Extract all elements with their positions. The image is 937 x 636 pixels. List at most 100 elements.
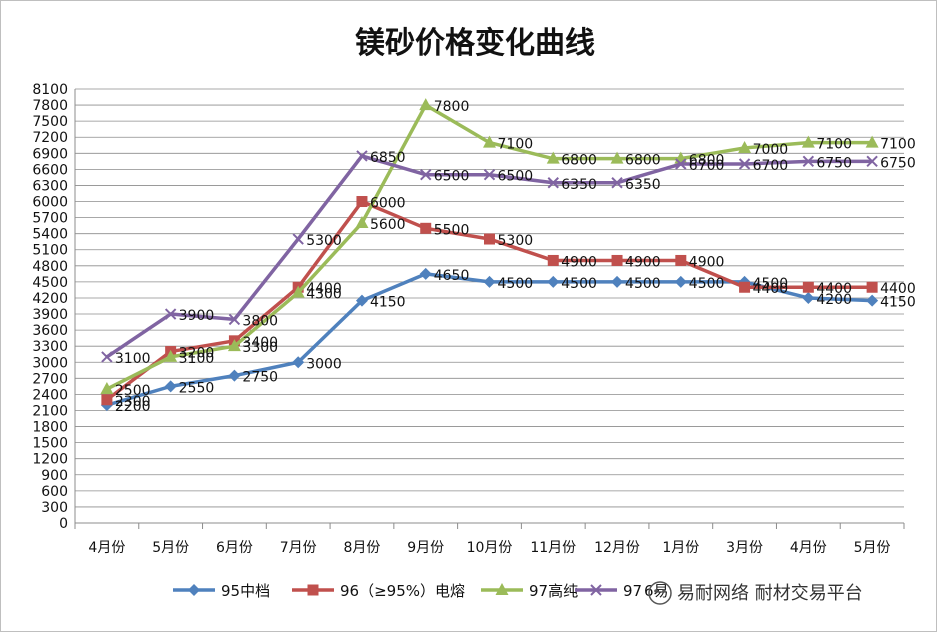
data-label: 2550 <box>179 380 215 396</box>
y-tick-label: 7200 <box>32 130 68 146</box>
data-point <box>356 150 368 162</box>
legend-label: 97 <box>623 582 642 600</box>
series-3 <box>100 98 879 395</box>
data-point <box>611 254 623 266</box>
data-label: 6700 <box>689 158 725 174</box>
data-point <box>611 275 624 288</box>
data-label: 2300 <box>115 394 151 410</box>
data-point <box>802 291 815 304</box>
data-point <box>547 177 559 189</box>
data-point <box>674 275 687 288</box>
data-point <box>355 294 368 307</box>
data-point <box>483 169 496 181</box>
x-tick-label: 4月份 <box>88 540 125 556</box>
y-tick-label: 3300 <box>32 339 68 355</box>
data-point <box>483 275 496 288</box>
data-label: 5300 <box>498 233 534 249</box>
data-label: 4400 <box>880 281 916 297</box>
y-tick-label: 1800 <box>32 420 68 436</box>
data-label: 7100 <box>816 137 852 153</box>
data-point <box>164 349 178 362</box>
legend-marker <box>188 584 200 596</box>
data-point <box>738 158 751 170</box>
data-point <box>101 351 113 363</box>
x-tick-label: 5月份 <box>152 540 189 556</box>
x-axis: 4月份 5月份 6月份 7月份 8月份 9月份 10月份 11月份 12月份 1月份 3月份 4月份 5… <box>74 522 905 556</box>
data-label: 7100 <box>498 137 534 153</box>
data-label: 4650 <box>434 268 470 284</box>
data-label: 3900 <box>179 308 215 324</box>
y-tick-label: 5100 <box>32 243 68 259</box>
data-label: 6350 <box>561 177 597 193</box>
x-tick-label: 10月份 <box>467 540 513 556</box>
x-tick-label: 11月份 <box>530 540 576 556</box>
data-point <box>547 275 560 288</box>
data-point <box>484 233 495 245</box>
legend-marker <box>495 583 509 595</box>
data-label: 6700 <box>753 158 789 174</box>
y-tick-label: 300 <box>41 500 68 516</box>
data-label: 3400 <box>242 335 278 351</box>
data-point <box>865 135 879 148</box>
x-tick-label: 1月份 <box>662 540 699 556</box>
x-tick-label: 12月份 <box>594 540 640 556</box>
watermark: 易耐网络 耐材交易平台 <box>648 581 863 605</box>
data-point <box>675 158 687 170</box>
data-point <box>739 281 751 293</box>
y-tick-label: 900 <box>41 468 68 484</box>
data-label: 4150 <box>880 295 916 311</box>
data-point <box>164 380 177 393</box>
series-line <box>105 154 873 359</box>
y-tick-label: 6600 <box>32 162 68 178</box>
data-point <box>866 281 878 293</box>
data-label: 6000 <box>370 196 406 212</box>
data-point <box>228 369 241 382</box>
data-point <box>802 155 815 168</box>
data-labels: 2200 2550 2750 3000 4150 4650 4500 4500 4500 4500… <box>115 99 916 415</box>
legend-item: 97高纯 <box>481 582 578 600</box>
data-point <box>355 215 369 228</box>
y-tick-label: 6000 <box>32 195 68 211</box>
data-point <box>292 356 305 369</box>
series-4 <box>101 150 878 363</box>
data-point <box>675 254 687 266</box>
y-axis: 0300600900120015001800210024002700300033… <box>32 82 76 532</box>
data-point <box>419 267 432 280</box>
watermark-icon <box>648 581 672 605</box>
data-label: 3200 <box>179 346 215 362</box>
watermark-text: 易耐网络 耐材交易平台 <box>677 583 863 604</box>
data-label: 3100 <box>179 351 215 367</box>
y-tick-label: 2100 <box>32 403 68 419</box>
y-tick-label: 1200 <box>32 452 68 468</box>
data-label: 4900 <box>561 254 597 270</box>
data-label: 7800 <box>434 99 470 115</box>
legend-item: 96（≥95%）电熔 <box>292 582 465 600</box>
y-tick-label: 4500 <box>32 275 68 291</box>
data-label: 7100 <box>880 137 916 153</box>
data-label: 6500 <box>498 169 534 185</box>
data-point <box>292 233 304 245</box>
legend-item: 97 <box>575 582 642 600</box>
data-point <box>802 281 814 293</box>
x-tick-label: 9月份 <box>407 540 444 556</box>
legend-marker <box>307 584 319 596</box>
data-label: 4900 <box>689 254 725 270</box>
data-point <box>164 308 177 320</box>
data-point <box>356 196 368 208</box>
x-tick-label: 8月份 <box>344 540 381 556</box>
y-tick-label: 5400 <box>32 227 68 243</box>
data-point <box>420 169 432 181</box>
data-point <box>547 254 559 266</box>
y-tick-label: 7500 <box>32 114 68 130</box>
y-tick-label: 4800 <box>32 259 68 275</box>
y-tick-label: 7800 <box>32 98 68 114</box>
data-label: 2500 <box>115 383 151 399</box>
data-label: 4400 <box>753 281 789 297</box>
data-label: 5300 <box>306 233 342 249</box>
legend-label: 96（≥95%）电熔 <box>340 582 465 600</box>
y-tick-label: 6900 <box>32 146 68 162</box>
data-label: 5500 <box>434 222 470 238</box>
data-label: 4500 <box>625 276 661 292</box>
